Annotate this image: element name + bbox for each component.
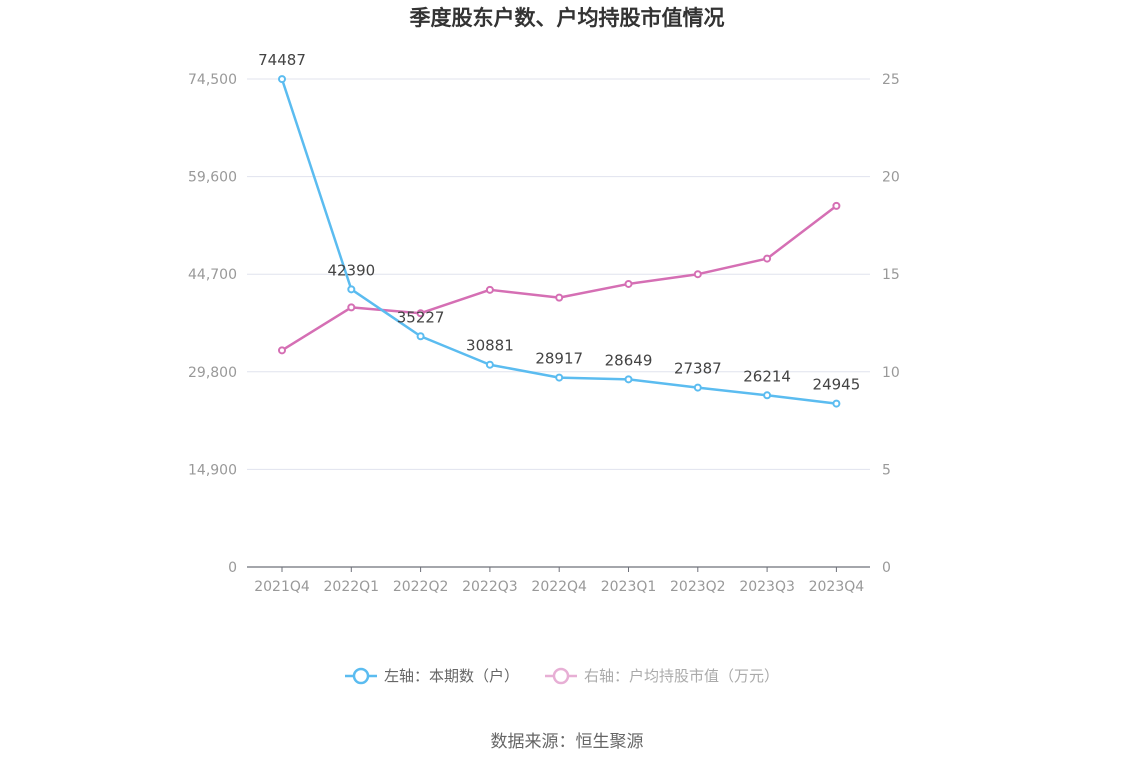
- data-point[interactable]: [416, 332, 425, 341]
- x-tick-label: 2021Q4: [254, 579, 310, 595]
- legend-marker: [352, 667, 370, 685]
- x-tick-label: 2023Q4: [809, 579, 865, 595]
- data-point[interactable]: [278, 346, 286, 355]
- data-point[interactable]: [832, 399, 841, 408]
- x-tick-label: 2022Q3: [462, 579, 518, 595]
- x-tick-label: 2023Q2: [670, 579, 726, 595]
- chart-title: 季度股东户数、户均持股市值情况: [410, 6, 725, 30]
- x-tick-label: 2022Q1: [324, 579, 380, 595]
- data-point[interactable]: [416, 309, 425, 318]
- data-point[interactable]: [278, 75, 286, 84]
- right-tick-label: 0: [882, 560, 891, 576]
- data-point[interactable]: [763, 391, 772, 400]
- data-label: 24945: [813, 376, 861, 394]
- legend-marker: [552, 667, 570, 685]
- data-label: 27387: [674, 360, 722, 378]
- left-tick-label: 59,600: [188, 170, 237, 186]
- data-point[interactable]: [763, 254, 772, 263]
- right-tick-label: 20: [882, 170, 900, 186]
- legend-label: 左轴：本期数（户）: [384, 667, 519, 685]
- data-label: 42390: [327, 261, 375, 279]
- data-label: 26214: [743, 367, 791, 385]
- right-tick-label: 5: [882, 462, 891, 478]
- x-tick-label: 2022Q4: [531, 579, 587, 595]
- left-tick-label: 74,500: [188, 72, 237, 88]
- legend-label: 右轴：户均持股市值（万元）: [584, 667, 779, 685]
- data-point[interactable]: [624, 375, 633, 384]
- data-point[interactable]: [693, 383, 702, 392]
- data-point[interactable]: [832, 201, 841, 210]
- left-tick-label: 14,900: [188, 462, 237, 478]
- x-tick-label: 2023Q3: [739, 579, 795, 595]
- data-point[interactable]: [624, 279, 633, 288]
- left-tick-label: 29,800: [188, 365, 237, 381]
- data-label: 74487: [258, 51, 306, 69]
- data-point[interactable]: [347, 285, 356, 294]
- data-point[interactable]: [347, 303, 356, 312]
- series-layer: 74487 42390 35227 30881 28917 28649 27387 26214…: [258, 51, 861, 408]
- data-label: 28649: [605, 351, 653, 369]
- left-tick-label: 44,700: [188, 267, 237, 283]
- data-label: 30881: [466, 337, 514, 355]
- data-point[interactable]: [485, 360, 494, 369]
- right-axis-ticks: 0 5 10 15 20 25: [882, 72, 900, 576]
- data-point[interactable]: [555, 373, 564, 382]
- grid-lines: [247, 78, 870, 470]
- legend-item[interactable]: 左轴：本期数（户）: [345, 667, 519, 685]
- data-point[interactable]: [693, 270, 702, 279]
- right-tick-label: 25: [882, 72, 900, 88]
- x-axis: 2021Q4 2022Q1 2022Q2 2022Q3 2022Q4 2023Q1 2023…: [247, 566, 870, 595]
- left-axis-ticks: 0 14,900 29,800 44,700 59,600 74,500: [188, 72, 237, 576]
- data-label: 28917: [535, 350, 583, 368]
- x-tick-label: 2023Q1: [601, 579, 657, 595]
- data-source: 数据来源：恒生聚源: [491, 732, 644, 752]
- legend-item[interactable]: 右轴：户均持股市值（万元）: [545, 667, 779, 685]
- legend[interactable]: 左轴：本期数（户） 右轴：户均持股市值（万元）: [345, 667, 779, 685]
- left-tick-label: 0: [228, 560, 237, 576]
- x-tick-label: 2022Q2: [393, 579, 449, 595]
- data-point[interactable]: [485, 285, 494, 294]
- right-tick-label: 10: [882, 365, 900, 381]
- right-tick-label: 15: [882, 267, 900, 283]
- data-point[interactable]: [555, 293, 564, 302]
- data-label: 35227: [397, 308, 445, 326]
